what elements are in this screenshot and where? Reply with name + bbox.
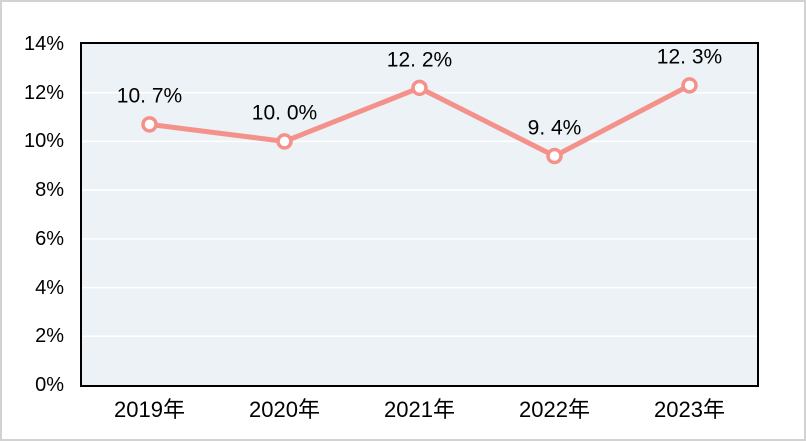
data-point-marker bbox=[141, 116, 158, 133]
x-axis-tick-label: 2021年 bbox=[384, 397, 455, 422]
line-chart-svg bbox=[82, 77, 757, 338]
y-axis-tick-label: 10% bbox=[23, 130, 64, 153]
y-axis-tick-label: 6% bbox=[35, 227, 64, 250]
data-point-label: 10. 7% bbox=[116, 84, 183, 108]
x-axis-tick-label: 2022年 bbox=[519, 397, 590, 422]
y-axis-tick-label: 8% bbox=[35, 179, 64, 202]
data-point-marker bbox=[276, 133, 293, 150]
data-point-label: 10. 0% bbox=[251, 101, 318, 125]
y-axis-tick-label: 2% bbox=[35, 325, 64, 348]
y-axis-tick-label: 12% bbox=[23, 81, 64, 104]
data-point-label: 9. 4% bbox=[527, 116, 582, 140]
data-point-marker bbox=[411, 79, 428, 97]
data-point-label: 12. 2% bbox=[386, 48, 453, 72]
data-point-marker bbox=[546, 147, 563, 165]
data-point-marker bbox=[681, 77, 698, 94]
y-axis-tick-label: 4% bbox=[35, 276, 64, 299]
x-axis-tick-label: 2023年 bbox=[654, 397, 725, 422]
x-axis-tick-label: 2020年 bbox=[249, 397, 320, 422]
y-axis-tick-label: 14% bbox=[23, 33, 64, 55]
x-axis-tick-label: 2019年 bbox=[114, 397, 185, 422]
y-axis-tick-label: 0% bbox=[35, 374, 64, 396]
data-point-label: 12. 3% bbox=[656, 45, 723, 69]
plot-area bbox=[80, 42, 759, 387]
